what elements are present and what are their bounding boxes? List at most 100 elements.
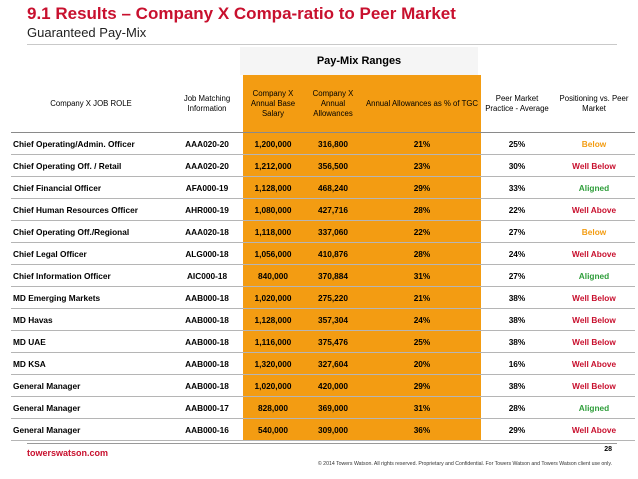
cell-job-role: MD Emerging Markets	[11, 286, 171, 309]
cell-base-salary: 1,128,000	[243, 308, 303, 331]
cell-job-role: Chief Legal Officer	[11, 242, 171, 265]
table-row: MD UAE AAB000-18 1,116,000 375,476 25% 38% Wel…	[11, 330, 635, 353]
cell-job-code: AAA020-20	[171, 132, 243, 155]
cell-base-salary: 1,320,000	[243, 352, 303, 375]
page-subtitle: Guaranteed Pay-Mix	[27, 25, 147, 40]
cell-allowances-pct: 31%	[363, 264, 481, 287]
cell-job-code: AAA020-18	[171, 220, 243, 243]
cell-allowances-pct: 28%	[363, 198, 481, 221]
copyright-notice: © 2014 Towers Watson. All rights reserve…	[317, 461, 612, 467]
cell-peer-market: 27%	[481, 264, 553, 287]
cell-base-salary: 1,020,000	[243, 286, 303, 309]
cell-allowances: 375,476	[303, 330, 363, 353]
cell-peer-market: 27%	[481, 220, 553, 243]
table-row: Chief Operating Off. / Retail AAA020-20 1,…	[11, 154, 635, 177]
cell-job-code: AAB000-18	[171, 330, 243, 353]
cell-job-role: General Manager	[11, 418, 171, 441]
cell-job-code: AAB000-18	[171, 352, 243, 375]
cell-base-salary: 840,000	[243, 264, 303, 287]
col-header-base-salary: Company X Annual Base Salary	[243, 75, 303, 133]
table-row: MD KSA AAB000-18 1,320,000 327,604 20% 16% Wel…	[11, 352, 635, 375]
compa-ratio-table: Company X JOB ROLE Job Matching Informat…	[11, 75, 635, 441]
cell-allowances-pct: 23%	[363, 154, 481, 177]
cell-job-code: AAB000-16	[171, 418, 243, 441]
cell-allowances: 357,304	[303, 308, 363, 331]
cell-allowances-pct: 28%	[363, 242, 481, 265]
cell-job-role: Chief Human Resources Officer	[11, 198, 171, 221]
cell-base-salary: 1,128,000	[243, 176, 303, 199]
cell-allowances-pct: 25%	[363, 330, 481, 353]
cell-base-salary: 1,116,000	[243, 330, 303, 353]
cell-peer-market: 30%	[481, 154, 553, 177]
cell-peer-market: 16%	[481, 352, 553, 375]
footer-divider	[27, 443, 617, 444]
cell-allowances: 316,800	[303, 132, 363, 155]
cell-positioning: Well Above	[553, 242, 635, 265]
cell-base-salary: 540,000	[243, 418, 303, 441]
cell-allowances-pct: 36%	[363, 418, 481, 441]
table-header-row: Company X JOB ROLE Job Matching Informat…	[11, 75, 635, 133]
cell-base-salary: 1,056,000	[243, 242, 303, 265]
cell-peer-market: 29%	[481, 418, 553, 441]
cell-job-code: AHR000-19	[171, 198, 243, 221]
cell-allowances: 337,060	[303, 220, 363, 243]
cell-positioning: Well Above	[553, 418, 635, 441]
cell-allowances: 369,000	[303, 396, 363, 419]
cell-allowances-pct: 21%	[363, 132, 481, 155]
cell-job-code: ALG000-18	[171, 242, 243, 265]
cell-allowances-pct: 29%	[363, 176, 481, 199]
table-row: Chief Financial Officer AFA000-19 1,128,00…	[11, 176, 635, 199]
cell-peer-market: 33%	[481, 176, 553, 199]
cell-allowances-pct: 24%	[363, 308, 481, 331]
cell-allowances: 356,500	[303, 154, 363, 177]
table-body: Chief Operating/Admin. Officer AAA020-20 1…	[11, 132, 635, 441]
cell-allowances: 275,220	[303, 286, 363, 309]
cell-peer-market: 22%	[481, 198, 553, 221]
cell-peer-market: 38%	[481, 330, 553, 353]
col-header-job-matching: Job Matching Information	[171, 75, 243, 133]
cell-allowances-pct: 20%	[363, 352, 481, 375]
cell-job-role: General Manager	[11, 374, 171, 397]
col-header-job-role: Company X JOB ROLE	[11, 75, 171, 133]
table-row: MD Emerging Markets AAB000-18 1,020,000 275…	[11, 286, 635, 309]
cell-peer-market: 24%	[481, 242, 553, 265]
cell-job-role: Chief Operating/Admin. Officer	[11, 132, 171, 155]
cell-job-role: Chief Information Officer	[11, 264, 171, 287]
table-row: Chief Legal Officer ALG000-18 1,056,000 410…	[11, 242, 635, 265]
cell-allowances-pct: 22%	[363, 220, 481, 243]
cell-base-salary: 828,000	[243, 396, 303, 419]
table-row: Chief Human Resources Officer AHR000-19 1,…	[11, 198, 635, 221]
col-header-allowances: Company X Annual Allowances	[303, 75, 363, 133]
cell-base-salary: 1,118,000	[243, 220, 303, 243]
cell-positioning: Well Above	[553, 352, 635, 375]
cell-allowances: 410,876	[303, 242, 363, 265]
cell-positioning: Well Below	[553, 330, 635, 353]
table-row: MD Havas AAB000-18 1,128,000 357,304 24% 38% W…	[11, 308, 635, 331]
cell-job-role: Chief Operating Off. / Retail	[11, 154, 171, 177]
cell-peer-market: 28%	[481, 396, 553, 419]
table-row: General Manager AAB000-16 540,000 309,000 36…	[11, 418, 635, 441]
col-header-allowances-pct: Annual Allowances as % of TGC	[363, 75, 481, 133]
brand-link[interactable]: towerswatson.com	[27, 448, 109, 458]
cell-allowances-pct: 31%	[363, 396, 481, 419]
cell-job-role: Chief Operating Off./Regional	[11, 220, 171, 243]
cell-allowances: 468,240	[303, 176, 363, 199]
page-number: 28	[604, 446, 612, 453]
cell-base-salary: 1,080,000	[243, 198, 303, 221]
cell-positioning: Aligned	[553, 176, 635, 199]
cell-job-role: General Manager	[11, 396, 171, 419]
cell-peer-market: 38%	[481, 286, 553, 309]
cell-allowances-pct: 21%	[363, 286, 481, 309]
cell-job-code: AIC000-18	[171, 264, 243, 287]
cell-job-code: AAA020-20	[171, 154, 243, 177]
cell-allowances: 309,000	[303, 418, 363, 441]
table-row: General Manager AAB000-17 828,000 369,000 31…	[11, 396, 635, 419]
cell-job-code: AAB000-18	[171, 308, 243, 331]
cell-job-role: MD Havas	[11, 308, 171, 331]
cell-positioning: Well Below	[553, 286, 635, 309]
cell-peer-market: 38%	[481, 308, 553, 331]
cell-base-salary: 1,200,000	[243, 132, 303, 155]
cell-job-code: AAB000-18	[171, 374, 243, 397]
pay-mix-ranges-header: Pay-Mix Ranges	[240, 47, 478, 75]
table-row: Chief Information Officer AIC000-18 840,00…	[11, 264, 635, 287]
